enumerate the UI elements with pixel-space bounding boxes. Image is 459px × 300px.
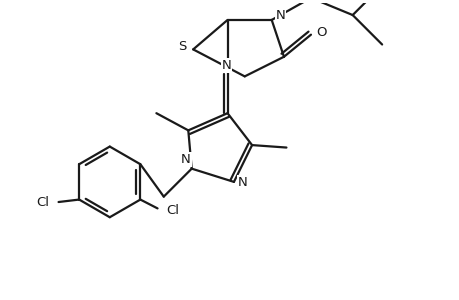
Text: Cl: Cl [36, 196, 49, 208]
Text: O: O [316, 26, 326, 39]
Text: N: N [221, 58, 231, 72]
Text: N: N [275, 8, 285, 22]
Text: N: N [180, 153, 190, 166]
Text: Cl: Cl [166, 204, 179, 218]
Text: N: N [237, 176, 247, 189]
Text: S: S [178, 40, 186, 53]
